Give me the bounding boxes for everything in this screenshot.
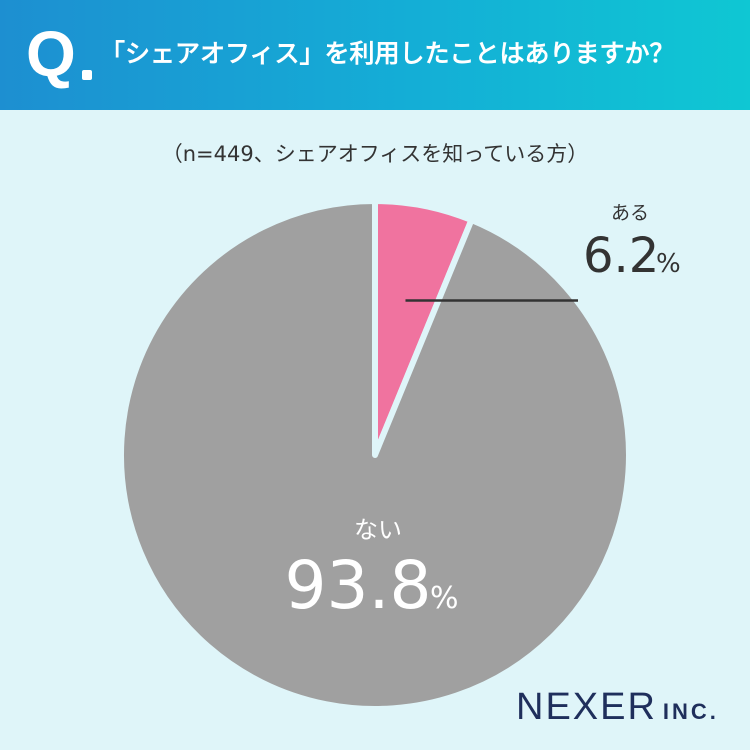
pie-labels: ある 6.2% ない 93.8%	[285, 202, 681, 624]
slice-unit-yes: %	[656, 249, 681, 279]
brand-logo: NEXER INC.	[516, 686, 719, 729]
pie-slice-no	[118, 198, 632, 712]
question-header: Q 「シェアオフィス」を利用したことはありますか？	[0, 0, 750, 110]
sample-note: （n=449、シェアオフィスを知っている方）	[161, 142, 589, 166]
q-mark: Q	[26, 18, 76, 90]
pie-slices	[118, 198, 632, 712]
question-text: 「シェアオフィス」を利用したことはありますか？	[100, 39, 675, 68]
q-dot	[82, 70, 92, 80]
brand-suffix: INC.	[662, 699, 719, 724]
slice-unit-no: %	[430, 581, 459, 616]
slice-value-yes: 6.2	[583, 228, 659, 284]
slice-label-yes: ある	[611, 202, 649, 224]
slice-value-no: 93.8	[285, 547, 432, 624]
brand-name: NEXER	[516, 686, 657, 728]
slice-label-no: ない	[354, 516, 402, 544]
